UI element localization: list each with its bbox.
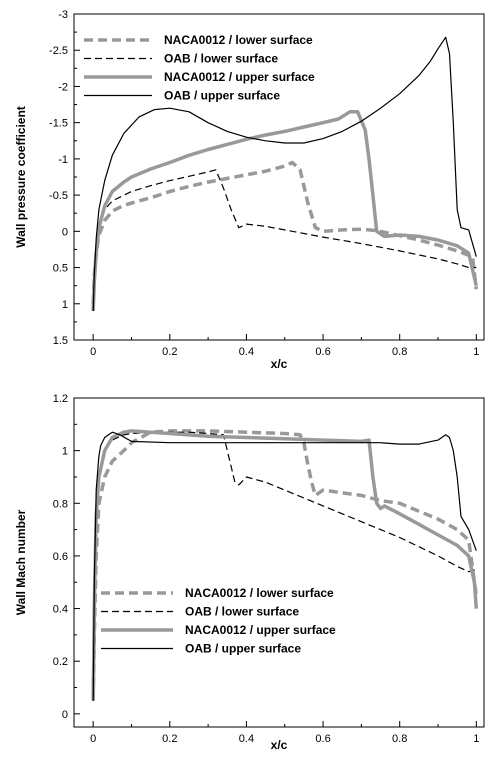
y-tick-label: -1.5 — [49, 118, 68, 130]
legend-label: NACA0012 / upper surface — [185, 623, 336, 637]
x-tick-label: 0.4 — [239, 733, 254, 745]
y-tick-label: 1 — [62, 446, 68, 458]
y-tick-label: -0.5 — [49, 190, 68, 202]
y-tick-label: 0.5 — [53, 263, 68, 275]
y-tick-label: 0 — [62, 709, 68, 721]
y-tick-label: 0.2 — [53, 656, 68, 668]
series-line — [91, 429, 479, 701]
y-tick-label: -3 — [58, 9, 68, 21]
x-tick-label: 0.8 — [392, 346, 407, 358]
series-group — [91, 429, 479, 701]
x-tick-label: 1 — [473, 346, 479, 358]
y-tick-label: 1.2 — [53, 393, 68, 405]
x-tick-label: 0.4 — [239, 346, 254, 358]
x-tick-label: 0.6 — [315, 733, 330, 745]
legend-label: OAB / lower surface — [164, 52, 278, 66]
series-line — [91, 160, 479, 304]
legend-label: OAB / upper surface — [164, 89, 280, 103]
x-tick-label: 0 — [90, 346, 96, 358]
x-tick-label: 0.6 — [315, 346, 330, 358]
x-tick-label: 0.2 — [162, 346, 177, 358]
series-line — [91, 429, 479, 701]
y-tick-label: 0.6 — [53, 551, 68, 563]
y-tick-label: -1 — [58, 154, 68, 166]
series-line — [92, 431, 477, 701]
y-tick-label: -2.5 — [49, 45, 68, 57]
legend: NACA0012 / lower surface OAB / lower surf… — [84, 33, 315, 103]
x-axis-label: x/c — [271, 738, 288, 752]
y-tick-label: 1.5 — [53, 335, 68, 347]
x-tick-label: 0.8 — [392, 733, 407, 745]
x-tick-label: 0 — [90, 733, 96, 745]
y-tick-label: 0 — [62, 226, 68, 238]
series-line — [92, 36, 477, 312]
x-tick-label: 1 — [473, 733, 479, 745]
legend-label: NACA0012 / lower surface — [185, 586, 334, 600]
x-axis-label: x/c — [271, 357, 288, 371]
y-tick-label: 1 — [62, 299, 68, 311]
plot-frame — [73, 397, 485, 728]
y-tick-label: 0.8 — [53, 498, 68, 510]
y-tick-label: -2 — [58, 81, 68, 93]
series-line — [92, 431, 477, 701]
series-line — [91, 110, 479, 312]
legend-label: NACA0012 / lower surface — [164, 33, 313, 47]
y-axis-label: Wall Mach number — [14, 509, 28, 615]
x-tick-label: 0.2 — [162, 733, 177, 745]
legend-label: NACA0012 / upper surface — [164, 70, 315, 84]
series-line — [92, 169, 477, 304]
y-tick-label: 0.4 — [53, 604, 68, 616]
series-group — [91, 36, 479, 312]
y-axis-label: Wall pressure coefficient — [14, 106, 28, 248]
legend: NACA0012 / lower surface OAB / lower surf… — [101, 586, 336, 656]
legend-label: OAB / lower surface — [185, 605, 299, 619]
legend-label: OAB / upper surface — [185, 642, 301, 656]
pressure-coefficient-chart: 0 0.2 0.4 0.6 0.8 1 -3 -2.5 -2 -1.5 -1 -0.5 0 0.5 1 1.5… — [14, 9, 485, 371]
mach-number-chart: 0 0.2 0.4 0.6 0.8 1 0 0.2 0.4 0.6 0.8 1 1.2 x/c Wall M… — [14, 393, 485, 752]
